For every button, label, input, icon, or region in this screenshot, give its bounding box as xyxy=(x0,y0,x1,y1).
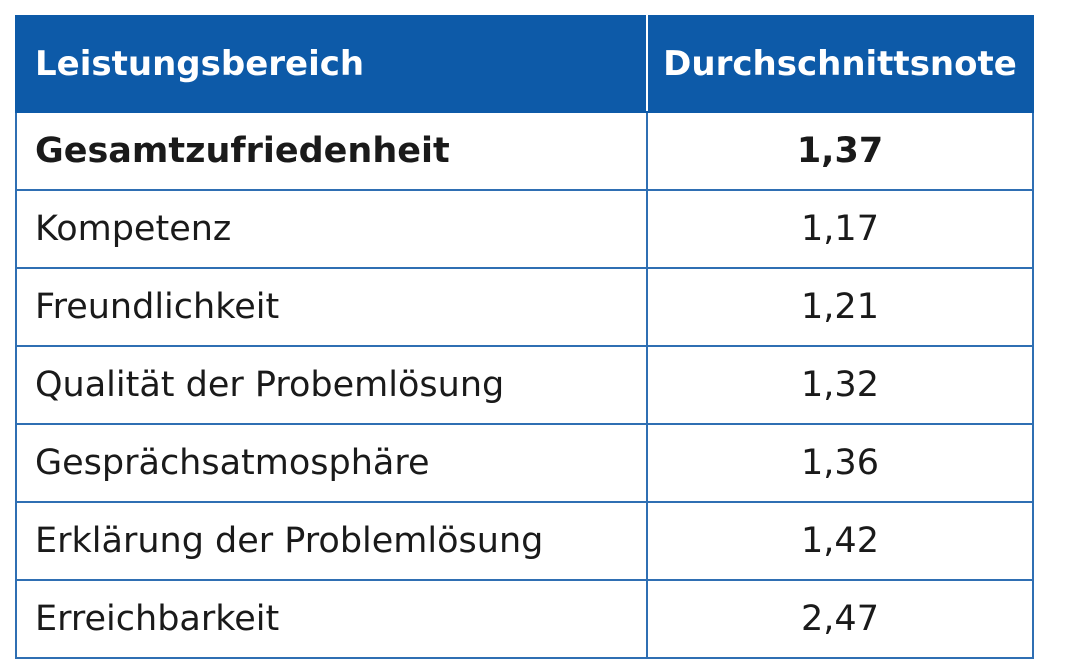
row-label: Erreichbarkeit xyxy=(15,579,648,659)
row-label: Freundlichkeit xyxy=(15,267,648,347)
table-row: Erreichbarkeit 2,47 xyxy=(15,579,1034,659)
header-durchschnittsnote: Durchschnittsnote xyxy=(646,15,1034,113)
row-value: 1,17 xyxy=(646,189,1034,269)
row-value: 1,21 xyxy=(646,267,1034,347)
table-row: Freundlichkeit 1,21 xyxy=(15,267,1034,347)
table-row: Kompetenz 1,17 xyxy=(15,189,1034,269)
row-value: 1,42 xyxy=(646,501,1034,581)
header-leistungsbereich: Leistungsbereich xyxy=(15,15,648,113)
table-row: Gesprächsatmosphäre 1,36 xyxy=(15,423,1034,503)
rating-table: Leistungsbereich Durchschnittsnote Gesam… xyxy=(15,15,1034,659)
header-row: Leistungsbereich Durchschnittsnote xyxy=(15,15,1034,113)
row-value: 1,37 xyxy=(646,111,1034,191)
table-body: Gesamtzufriedenheit 1,37 Kompetenz 1,17 … xyxy=(15,111,1034,659)
table-row: Qualität der Probemlösung 1,32 xyxy=(15,345,1034,425)
row-value: 2,47 xyxy=(646,579,1034,659)
table-row: Gesamtzufriedenheit 1,37 xyxy=(15,111,1034,191)
row-value: 1,36 xyxy=(646,423,1034,503)
table-row: Erklärung der Problemlösung 1,42 xyxy=(15,501,1034,581)
row-label: Gesamtzufriedenheit xyxy=(15,111,648,191)
row-label: Erklärung der Problemlösung xyxy=(15,501,648,581)
row-value: 1,32 xyxy=(646,345,1034,425)
row-label: Gesprächsatmosphäre xyxy=(15,423,648,503)
table-header: Leistungsbereich Durchschnittsnote xyxy=(15,15,1034,113)
row-label: Qualität der Probemlösung xyxy=(15,345,648,425)
row-label: Kompetenz xyxy=(15,189,648,269)
